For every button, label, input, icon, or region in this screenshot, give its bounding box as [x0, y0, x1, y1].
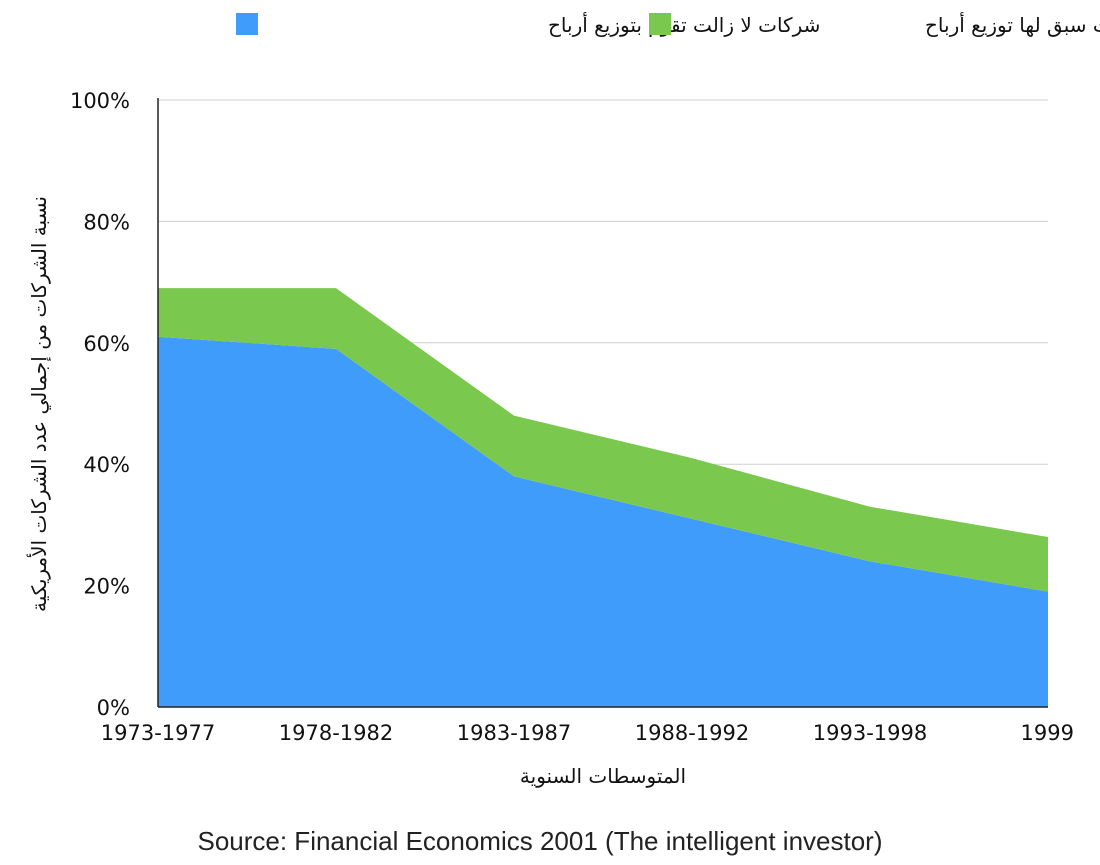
y-tick-label: 0% — [97, 696, 130, 720]
source-note: Source: Financial Economics 2001 (The in… — [197, 826, 882, 856]
y-tick-label: 40% — [83, 453, 130, 477]
x-tick-label: 1993-1998 — [813, 721, 927, 745]
x-tick-labels: 1973-1977 1978-1982 1983-1987 1988-1992 1993… — [101, 721, 1074, 745]
y-tick-label: 60% — [83, 332, 130, 356]
y-tick-labels: 0% 20% 40% 60% 80% 100% — [70, 89, 130, 720]
legend-swatch-previously-paid — [649, 13, 671, 35]
legend-swatch-still-paying — [236, 13, 258, 35]
legend-item-previously-paid: شركات سبق لها توزيع أرباح — [649, 12, 1100, 37]
legend: شركات لا زالت تقوم بتوزيع أرباح شركات سب… — [236, 12, 1100, 37]
area-series-1 — [158, 288, 1048, 592]
legend-label-previously-paid: شركات سبق لها توزيع أرباح — [925, 12, 1100, 37]
x-tick-label: 1988-1992 — [635, 721, 749, 745]
area-series-0 — [158, 336, 1048, 707]
axes — [157, 98, 1048, 708]
x-tick-label: 1978-1982 — [279, 721, 393, 745]
y-tick-label: 80% — [83, 210, 130, 234]
x-axis-title: المتوسطات السنوية — [520, 764, 686, 788]
legend-item-still-paying: شركات لا زالت تقوم بتوزيع أرباح — [236, 12, 820, 37]
y-tick-label: 20% — [83, 575, 130, 599]
y-axis-title: نسبة الشركات من إجمالي عدد الشركات الأمر… — [27, 196, 52, 612]
x-tick-label: 1983-1987 — [457, 721, 571, 745]
legend-label-still-paying: شركات لا زالت تقوم بتوزيع أرباح — [548, 12, 820, 37]
x-tick-label: 1973-1977 — [101, 721, 215, 745]
plot-areas — [158, 288, 1048, 707]
x-tick-label: 1999 — [1021, 721, 1074, 745]
y-tick-label: 100% — [70, 89, 130, 113]
